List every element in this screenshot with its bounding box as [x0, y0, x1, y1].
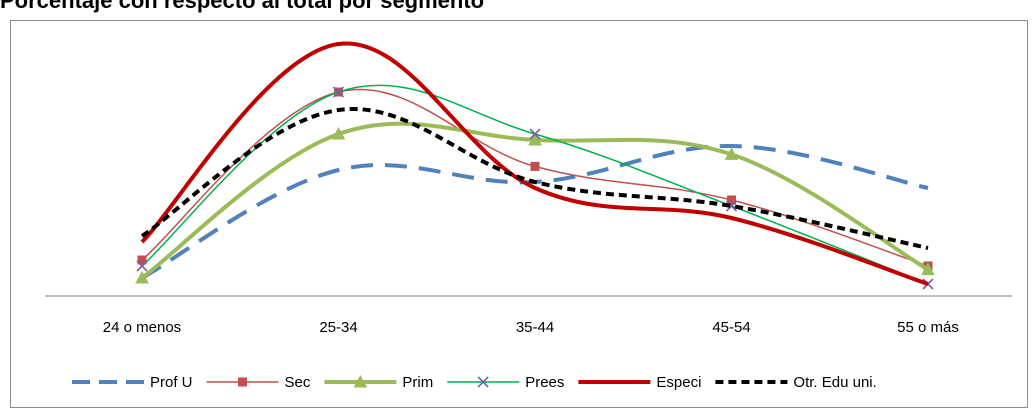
legend-label: Prof U — [150, 374, 193, 391]
legend-item-prof-u: Prof U — [72, 374, 193, 391]
data-point-prim-2 — [528, 132, 542, 146]
x-tick-label: 55 o más — [897, 319, 959, 336]
legend-marker — [477, 376, 489, 388]
series-layer — [135, 41, 935, 290]
legend-label: Otr. Edu uni. — [793, 374, 876, 391]
series-line-otr-edu-uni — [140, 107, 929, 250]
x-tick-label: 35-44 — [516, 319, 554, 336]
series-otr-edu-uni — [140, 107, 929, 250]
data-point-prim-3 — [724, 147, 739, 160]
data-point-prim-0 — [135, 270, 149, 284]
legend-label: Prees — [525, 374, 564, 391]
legend: Prof U Sec Prim Prees Especi Otr. Edu uni. — [72, 374, 877, 391]
legend-marker — [238, 377, 248, 387]
legend-item-prees: Prees — [447, 374, 564, 391]
x-tick-label: 25-34 — [319, 319, 357, 336]
series-line-prees — [141, 84, 929, 285]
legend-label: Prim — [402, 374, 433, 391]
data-point-prees-3 — [725, 200, 738, 212]
legend-item-especi: Especi — [578, 374, 701, 391]
x-tick-label: 45-54 — [712, 319, 750, 336]
data-point-prees-0 — [136, 260, 148, 272]
chart-title: Porcentaje con respecto al total por seg… — [0, 0, 485, 13]
data-point-prim-1 — [331, 126, 346, 140]
data-point-prim-4 — [921, 262, 935, 276]
legend-item-otr-edu-uni: Otr. Edu uni. — [715, 374, 877, 391]
chart-frame — [10, 20, 1028, 408]
data-point-sec-3 — [727, 195, 736, 205]
legend-label: Especi — [656, 374, 701, 391]
data-point-sec-0 — [137, 255, 147, 265]
legend-item-prim: Prim — [324, 374, 433, 391]
legend-marker — [353, 374, 368, 388]
data-point-prees-2 — [529, 128, 541, 140]
data-point-sec-2 — [530, 161, 540, 171]
tick-labels: 24 o menos 25-34 35-44 45-54 55 o más — [103, 319, 959, 336]
data-point-prees-1 — [332, 86, 345, 98]
legend-label: Sec — [285, 374, 311, 391]
x-tick-label: 24 o menos — [103, 319, 181, 336]
series-prees — [136, 84, 934, 290]
series-prim — [135, 121, 935, 284]
legend-item-sec: Sec — [206, 374, 311, 391]
